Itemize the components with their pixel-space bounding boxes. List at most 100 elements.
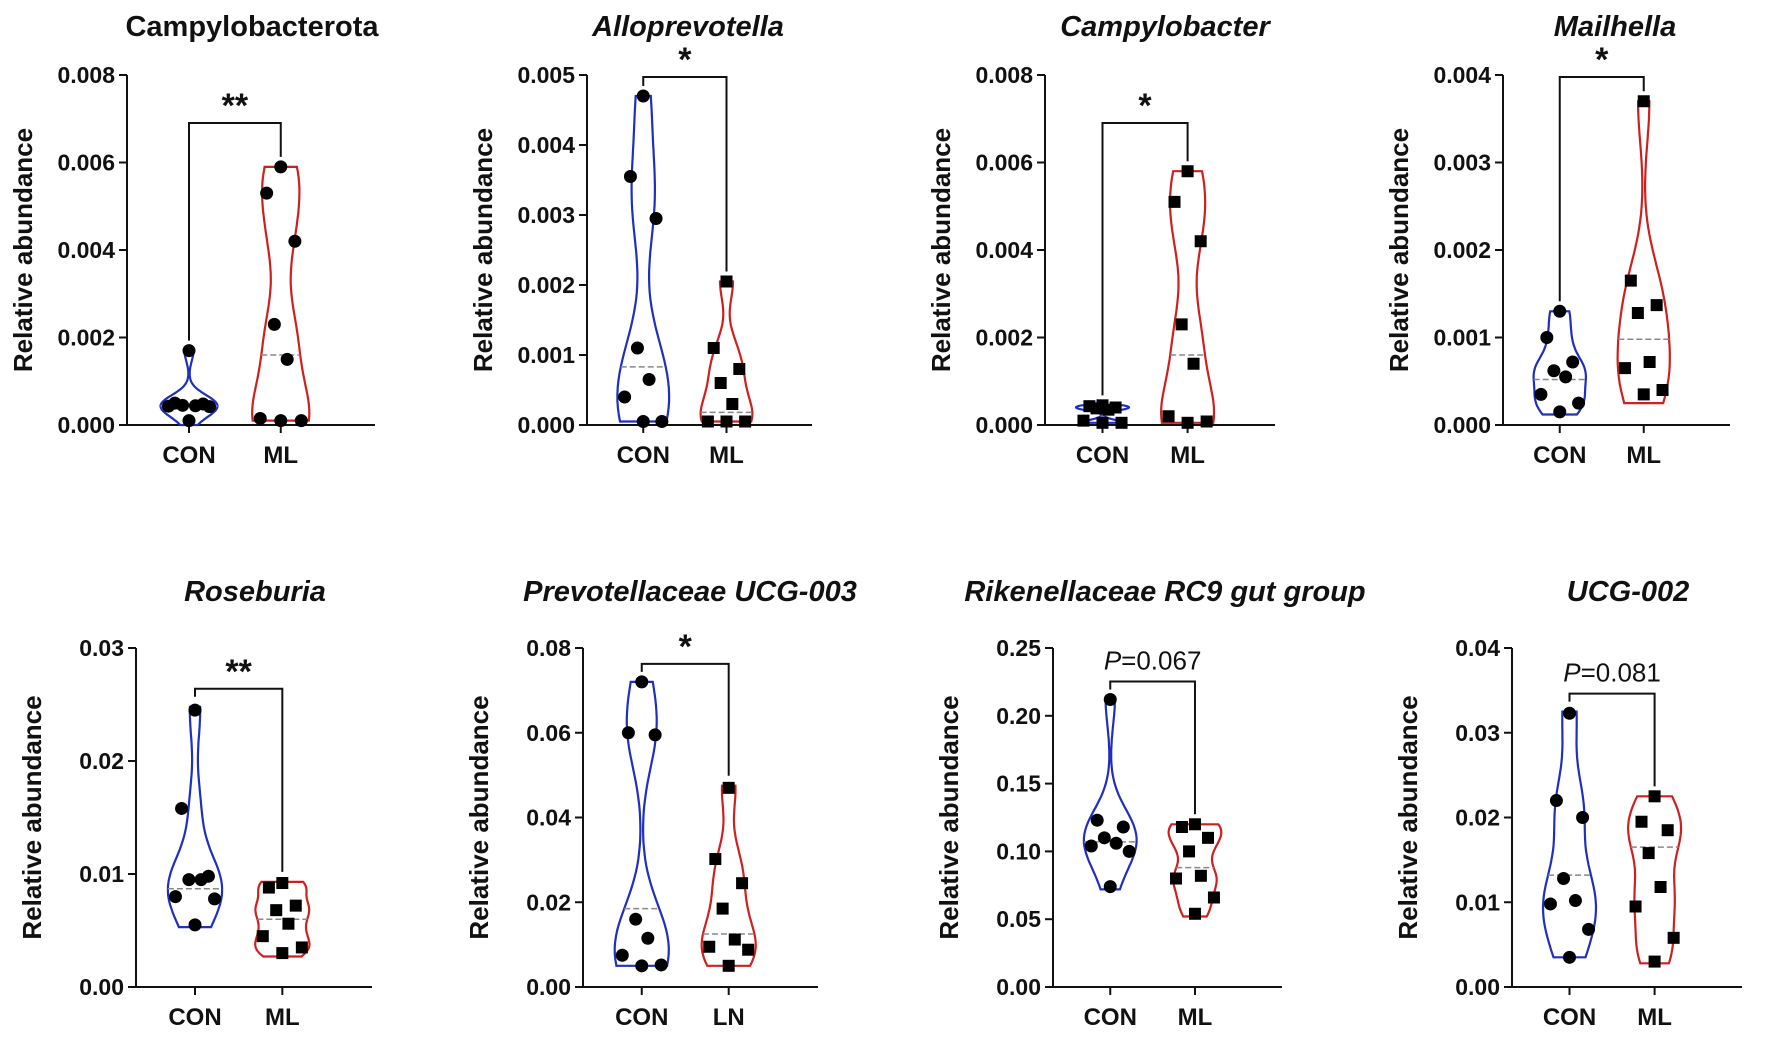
data-point-ml [1618,362,1631,375]
y-tick-label: 0.03 [1455,720,1500,746]
data-point-con [208,892,222,906]
data-point-con [641,931,655,945]
data-point-con [654,958,668,972]
data-point-con [182,344,196,358]
data-point-con [618,390,632,404]
data-point-con [188,399,202,413]
significance-bracket [640,662,730,776]
data-point-con [1077,414,1090,427]
data-point-con [623,170,637,183]
y-tick-label: 0.008 [57,62,115,88]
y-tick-label: 0.03 [79,635,124,661]
data-point-ml [1200,415,1213,428]
data-point-ml [1183,845,1196,858]
data-point-ml [1642,847,1655,860]
y-tick-label: 0.000 [517,412,575,438]
chart-title: UCG-002 [1567,576,1690,608]
chart-title: Alloprevotella [591,11,784,43]
y-tick-label: 0.002 [517,272,575,298]
data-point-con [1122,844,1136,858]
data-point-ml [295,941,308,954]
data-point-ml [1637,95,1650,108]
y-axis-label: Relative abundance [464,695,494,939]
data-point-ml [1175,318,1188,331]
y-tick-label: 0.003 [517,202,575,228]
data-point-ml [289,899,302,912]
data-point-con [203,400,217,414]
chart-title: Mailhella [1554,11,1677,43]
x-category-label: CON [1543,1004,1596,1031]
p-value-label: P=0.081 [1563,658,1661,688]
data-point-ml [1170,872,1183,885]
data-point-ml [256,930,269,943]
y-tick-label: 0.004 [1433,62,1491,88]
y-tick-label: 0.000 [975,412,1033,438]
data-point-ml [1667,931,1680,944]
y-tick-label: 0.00 [1455,974,1500,1000]
data-point-ln [736,877,749,890]
x-category-label: ML [265,1004,300,1031]
x-category-label: ML [1626,442,1661,469]
data-point-con [1116,820,1130,834]
y-axis-label: Relative abundance [468,128,498,372]
data-point-con [636,89,650,103]
data-point-con [1096,416,1109,429]
x-category-label: CON [615,1004,668,1031]
y-tick-label: 0.002 [975,325,1033,351]
data-point-con [1109,836,1123,850]
chart-panel-1: Campylobacterota Relative abundance 0.000 0… [8,11,379,469]
data-point-con [1566,355,1580,369]
y-axis-label: Relative abundance [8,128,38,372]
y-axis-label: Relative abundance [1384,128,1414,372]
y-tick-label: 0.10 [996,838,1041,864]
y-tick-label: 0.008 [975,62,1033,88]
data-point-con [1559,370,1573,384]
data-point-ml [1175,820,1188,833]
data-point-con [1568,894,1582,908]
data-point-con [1543,897,1557,911]
data-point-ln [703,940,716,953]
data-point-ml [270,904,283,917]
data-point-ml [1654,880,1667,893]
data-point-ml [733,363,746,375]
data-point-ml [276,947,289,960]
chart-title: Rikenellaceae RC9 gut group [964,576,1365,608]
data-point-con [1553,405,1567,419]
data-point-ml [720,415,733,428]
data-point-ml [260,186,274,200]
chart-title: Campylobacterota [125,11,379,43]
violin-con [1532,310,1587,416]
y-tick-label: 0.00 [79,974,124,1000]
x-category-label: ML [1637,1004,1672,1031]
data-point-ml [1637,388,1650,401]
violin-ln [700,784,757,967]
y-tick-label: 0.006 [975,150,1033,176]
x-category-label: ML [1178,1004,1213,1031]
significance-stars: * [1138,87,1152,125]
y-axis-label: Relative abundance [17,695,47,939]
data-point-con [629,912,643,926]
data-point-con [649,212,663,225]
y-tick-label: 0.08 [526,635,571,661]
data-point-ml [1648,955,1661,968]
data-point-con [1563,950,1576,964]
y-tick-label: 0.005 [517,62,575,88]
data-point-con [168,890,182,904]
data-point-ml [707,342,720,354]
data-point-ml [282,917,295,930]
data-point-con [161,399,175,413]
p-symbol: P [1563,658,1581,688]
y-tick-label: 0.04 [1455,635,1500,661]
data-point-ml [1194,235,1207,248]
data-point-con [176,398,190,412]
violin-ml [1159,170,1216,424]
data-point-con [1103,693,1117,707]
data-point-con [630,341,644,355]
chart-panel-5: Roseburia Relative abundance 0.00 0.01 0.02 0… [17,576,372,1031]
y-tick-label: 0.003 [1433,150,1491,176]
data-point-con [1090,402,1103,415]
data-point-con [182,873,196,887]
violin-con [613,680,670,967]
data-point-con [648,728,662,742]
